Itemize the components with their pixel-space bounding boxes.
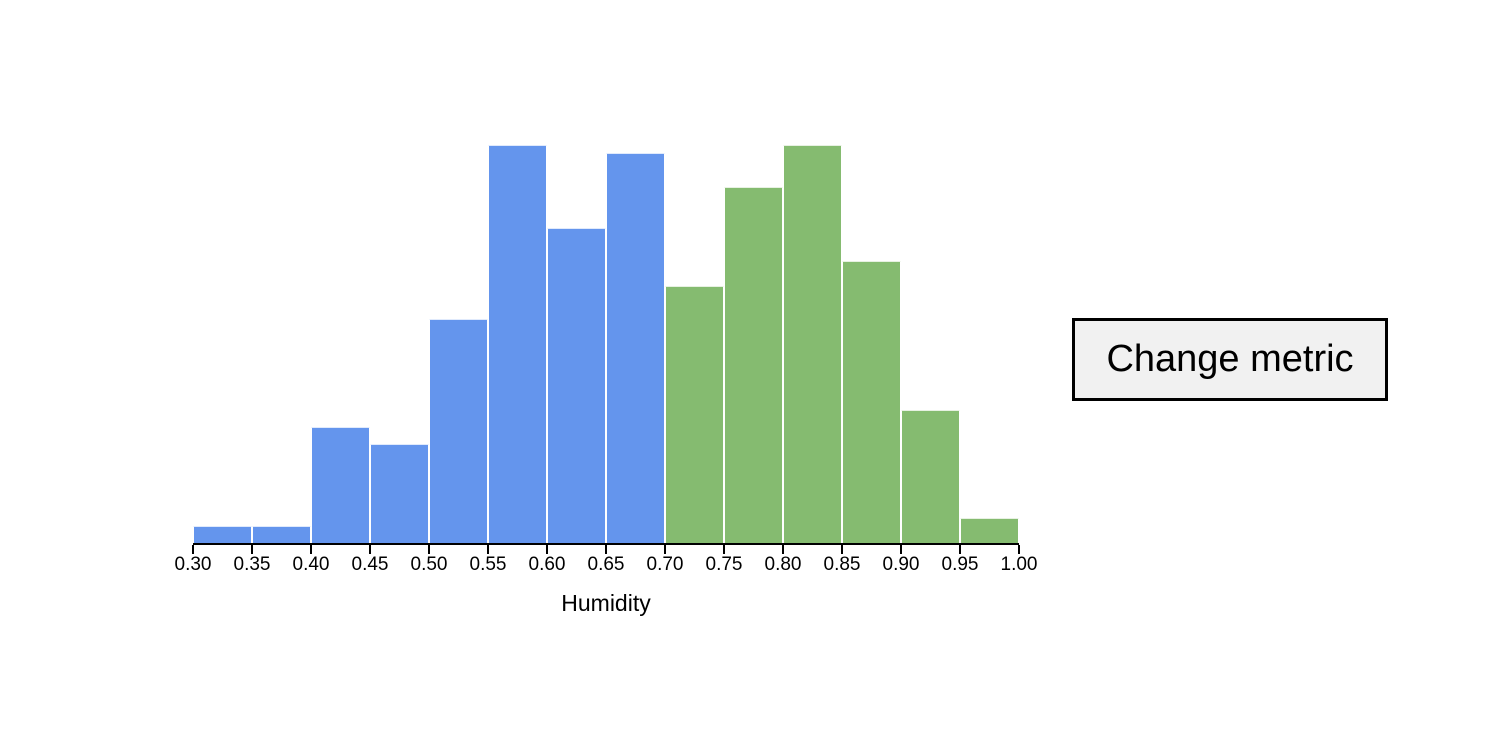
x-axis-tick xyxy=(428,545,430,554)
x-axis-tick xyxy=(487,545,489,554)
histogram-bar xyxy=(370,443,429,543)
x-axis-tick-label: 0.40 xyxy=(292,554,330,575)
x-axis-tick xyxy=(310,545,312,554)
histogram-bar xyxy=(724,186,783,543)
x-axis-tick-label: 0.90 xyxy=(882,554,920,575)
x-axis-tick xyxy=(605,545,607,554)
change-metric-button[interactable]: Change metric xyxy=(1072,318,1388,401)
x-axis-tick-label: 0.45 xyxy=(351,554,389,575)
histogram-bar xyxy=(665,286,724,543)
x-axis-tick xyxy=(841,545,843,554)
x-axis-tick-label: 0.30 xyxy=(174,554,212,575)
x-axis-tick xyxy=(369,545,371,554)
x-axis-tick-label: 0.80 xyxy=(764,554,802,575)
x-axis-tick-label: 0.50 xyxy=(410,554,448,575)
x-axis-tick-label: 0.85 xyxy=(823,554,861,575)
x-axis-tick xyxy=(782,545,784,554)
histogram-bar xyxy=(429,319,488,543)
x-axis-tick-label: 0.55 xyxy=(469,554,507,575)
x-axis-tick-label: 1.00 xyxy=(1000,554,1038,575)
x-axis-tick-labels: 0.30 0.35 0.40 0.45 0.50 0.55 0.60 0.65 0.70 0.75… xyxy=(175,554,1038,578)
x-axis-tick xyxy=(664,545,666,554)
histogram-bar xyxy=(783,145,842,543)
histogram-bar xyxy=(193,526,252,543)
histogram-bar xyxy=(960,518,1019,543)
x-axis-tick xyxy=(959,545,961,554)
histogram-bar xyxy=(547,227,606,543)
plot-area xyxy=(193,145,1019,545)
x-axis-tick xyxy=(546,545,548,554)
histogram-bar xyxy=(606,153,665,543)
x-axis-tick-label: 0.70 xyxy=(646,554,684,575)
histogram-bar xyxy=(842,261,901,543)
histogram-bar xyxy=(252,526,311,543)
x-axis-tick-label: 0.65 xyxy=(587,554,625,575)
x-axis-tick-label: 0.95 xyxy=(941,554,979,575)
x-axis-ticks xyxy=(192,545,1020,554)
x-axis-tick-label: 0.60 xyxy=(528,554,566,575)
x-axis-tick xyxy=(192,545,194,554)
x-axis-tick xyxy=(900,545,902,554)
histogram-bar xyxy=(901,410,960,543)
x-axis-tick xyxy=(251,545,253,554)
x-axis-tick xyxy=(1018,545,1020,554)
x-axis-tick-label: 0.75 xyxy=(705,554,743,575)
histogram-bar xyxy=(488,145,547,543)
x-axis-tick-label: 0.35 xyxy=(233,554,271,575)
x-axis-title: Humidity xyxy=(561,590,651,616)
histogram-bar xyxy=(311,426,370,543)
x-axis-tick xyxy=(723,545,725,554)
